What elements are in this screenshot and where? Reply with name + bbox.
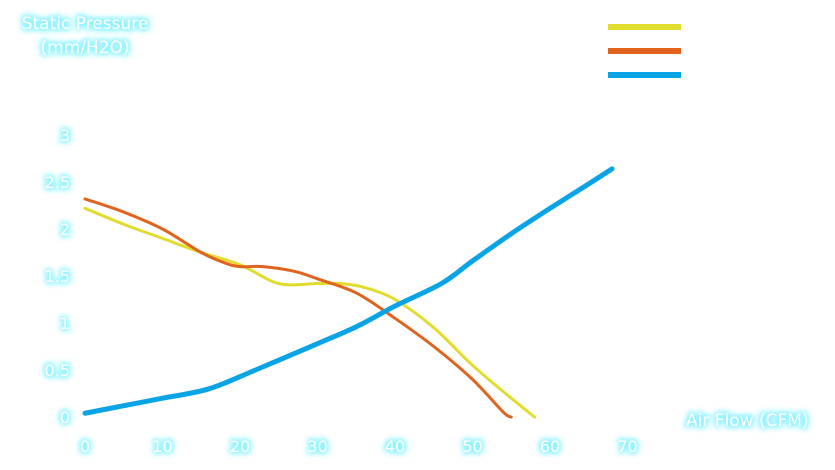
x-tick-label: 30 bbox=[307, 437, 327, 456]
series-lines bbox=[82, 166, 615, 419]
x-tick-label: 40 bbox=[385, 437, 405, 456]
x-tick-labels: 0 10 20 30 40 50 60 70 bbox=[80, 437, 638, 456]
y-tick-label: 1.5 bbox=[45, 267, 70, 286]
y-tick-label: 3 bbox=[60, 126, 70, 145]
y-tick-label: 0 bbox=[60, 408, 70, 427]
legend bbox=[608, 24, 681, 78]
x-tick-label: 50 bbox=[462, 437, 482, 456]
y-axis-title: Static Pressure (mm/H2O) bbox=[22, 14, 149, 58]
y-tick-label: 1 bbox=[60, 314, 70, 333]
x-tick-label: 70 bbox=[617, 437, 637, 456]
y-tick-label: 0.5 bbox=[45, 361, 70, 380]
x-tick-label: 20 bbox=[230, 437, 250, 456]
y-axis-title-line-1: Static Pressure bbox=[22, 14, 149, 34]
x-tick-label: 10 bbox=[152, 437, 172, 456]
series-line-3 bbox=[82, 166, 615, 416]
series-line-2 bbox=[83, 197, 513, 419]
y-tick-label: 2 bbox=[60, 220, 70, 239]
x-axis-title: Air Flow (CFM) bbox=[686, 411, 809, 431]
y-axis-title-line-2: (mm/H2O) bbox=[40, 38, 129, 58]
x-tick-label: 60 bbox=[540, 437, 560, 456]
y-tick-labels: 0 0.5 1 1.5 2 2.5 3 bbox=[45, 126, 70, 427]
series-line-1 bbox=[83, 206, 536, 419]
x-tick-label: 0 bbox=[80, 437, 90, 456]
y-tick-label: 2.5 bbox=[45, 173, 70, 192]
